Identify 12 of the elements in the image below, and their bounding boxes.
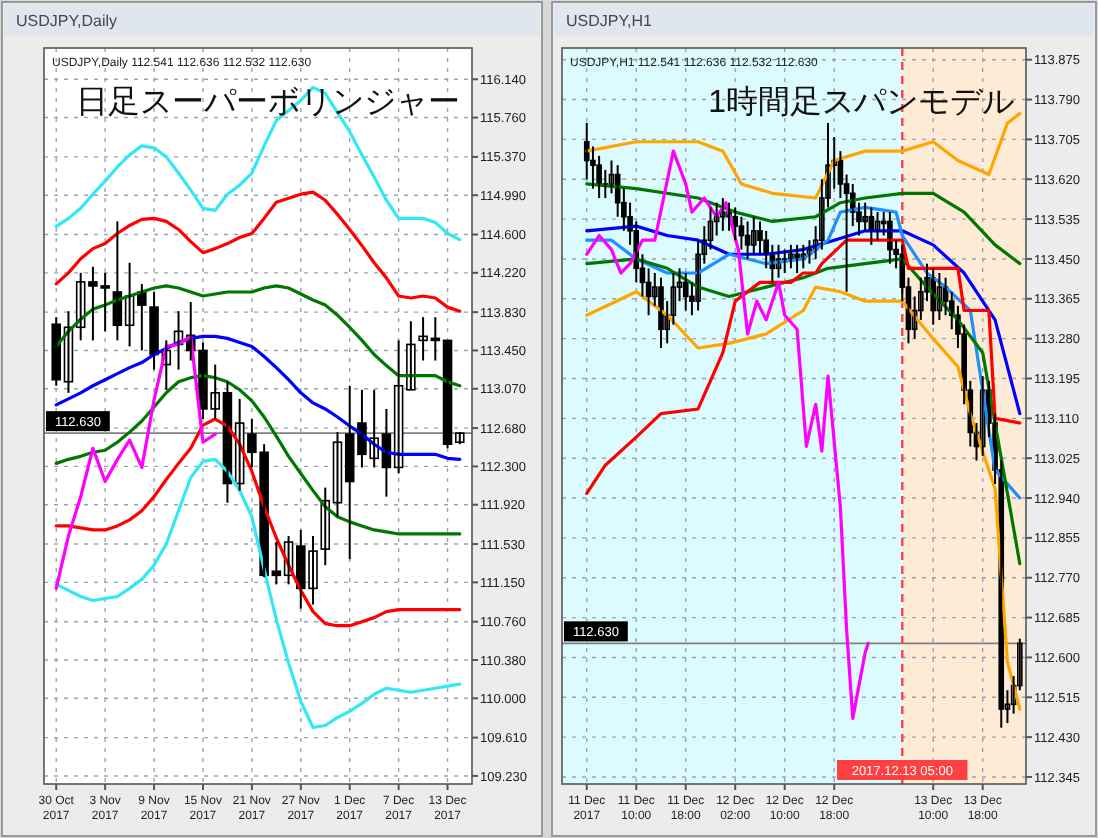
line-series [54,190,462,313]
line-series [54,417,462,628]
line-series [54,374,462,536]
line-series [585,224,1022,416]
text: USDJPY,H1 [566,12,654,30]
line-series [585,182,1022,266]
text: USDJPY,Daily [16,12,118,30]
text: 1時間足スパンモデル [708,84,1014,120]
line-series [54,284,462,388]
line-series [54,457,462,730]
text: 日足スーパーボリンジャー [76,86,460,120]
line-series [54,85,462,242]
